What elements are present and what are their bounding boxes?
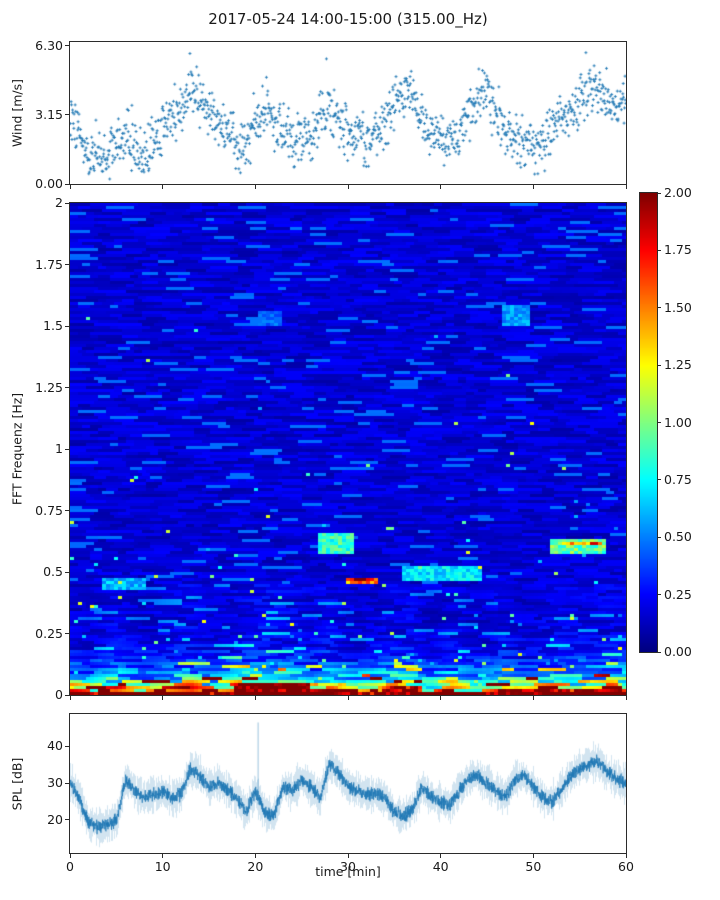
colorbar-tick-label: 0.75 xyxy=(664,471,692,487)
tick-mark xyxy=(254,185,256,189)
tick-mark xyxy=(65,202,69,204)
y-tick-label: 0.00 xyxy=(35,176,63,191)
colorbar-tick-label: 0.25 xyxy=(664,586,692,602)
colorbar-tick-label: 1.00 xyxy=(664,414,692,430)
tick-mark xyxy=(65,571,69,573)
y-tick-label: 1.75 xyxy=(35,256,63,272)
tick-mark xyxy=(625,696,627,700)
tick-mark xyxy=(440,696,442,700)
tick-mark xyxy=(657,651,661,653)
colorbar-tick-label: 2.00 xyxy=(664,185,692,200)
tick-mark xyxy=(657,536,661,538)
tick-mark xyxy=(65,114,69,116)
tick-mark xyxy=(65,782,69,784)
tick-mark xyxy=(440,854,442,858)
tick-mark xyxy=(657,307,661,309)
tick-mark xyxy=(69,854,71,858)
tick-mark xyxy=(65,745,69,747)
x-tick-label: 30 xyxy=(340,859,356,874)
tick-mark xyxy=(657,364,661,366)
x-tick-label: 10 xyxy=(154,859,171,874)
y-tick-label: 0.25 xyxy=(35,625,63,641)
tick-mark xyxy=(65,45,69,47)
wind-scatter-plot xyxy=(70,42,626,184)
tick-mark xyxy=(625,185,627,189)
tick-mark xyxy=(625,854,627,858)
fft-y-axis-label: FFT Frequenz [Hz] xyxy=(9,392,25,506)
y-tick-label: 6.30 xyxy=(35,37,63,53)
y-tick-label: 1.25 xyxy=(35,379,63,395)
y-tick-label: 20 xyxy=(47,811,63,827)
x-tick-label: 20 xyxy=(247,859,264,874)
tick-mark xyxy=(65,387,69,388)
tick-mark xyxy=(65,264,69,265)
spl-y-axis-label: SPL [dB] xyxy=(9,757,25,811)
wind-y-axis-label: Wind [m/s] xyxy=(9,78,25,148)
tick-mark xyxy=(347,185,349,189)
tick-mark xyxy=(657,594,661,596)
tick-mark xyxy=(532,854,534,858)
y-tick-label: 3.15 xyxy=(35,106,63,122)
y-tick-label: 2 xyxy=(55,195,63,210)
tick-mark xyxy=(254,854,256,858)
colorbar-tick-label: 1.75 xyxy=(664,242,692,258)
tick-mark xyxy=(65,633,69,634)
colorbar-tick-label: 1.50 xyxy=(664,299,692,315)
x-tick-label: 60 xyxy=(618,859,634,874)
spl-panel-frame xyxy=(69,713,627,854)
spectrogram-heatmap xyxy=(70,203,626,695)
tick-mark xyxy=(162,185,164,189)
y-tick-label: 0 xyxy=(55,687,63,702)
y-tick-label: 1.5 xyxy=(43,318,63,333)
tick-mark xyxy=(65,448,69,450)
figure-title: 2017-05-24 14:00-15:00 (315.00_Hz) xyxy=(208,10,488,28)
y-tick-label: 0.5 xyxy=(43,564,63,579)
tick-mark xyxy=(347,696,349,700)
y-tick-label: 40 xyxy=(47,738,63,754)
tick-mark xyxy=(532,185,534,189)
tick-mark xyxy=(440,185,442,189)
tick-mark xyxy=(65,819,69,821)
tick-mark xyxy=(65,183,69,185)
tick-mark xyxy=(69,185,71,189)
spectrogram-panel-frame xyxy=(69,202,627,696)
x-tick-label: 50 xyxy=(525,859,542,874)
y-tick-label: 1 xyxy=(55,441,63,456)
tick-mark xyxy=(254,696,256,700)
tick-mark xyxy=(657,249,661,251)
tick-mark xyxy=(69,696,71,700)
tick-mark xyxy=(347,854,349,858)
colorbar-tick-label: 1.25 xyxy=(664,357,692,373)
wind-panel-frame xyxy=(69,41,627,185)
spl-line-plot xyxy=(70,714,626,853)
tick-mark xyxy=(657,479,661,481)
tick-mark xyxy=(162,696,164,700)
colorbar-tick-label: 0.00 xyxy=(664,644,692,659)
tick-mark xyxy=(162,854,164,858)
time-x-axis-label: time [min] xyxy=(315,864,381,879)
y-tick-label: 30 xyxy=(47,775,63,791)
tick-mark xyxy=(657,422,661,423)
colorbar xyxy=(640,193,657,652)
colorbar-tick-label: 0.50 xyxy=(664,529,692,545)
tick-mark xyxy=(65,694,69,696)
tick-mark xyxy=(65,510,69,511)
x-tick-label: 0 xyxy=(66,859,74,874)
y-tick-label: 0.75 xyxy=(35,502,63,518)
x-tick-label: 40 xyxy=(432,859,449,874)
tick-mark xyxy=(657,192,661,194)
tick-mark xyxy=(65,325,69,327)
tick-mark xyxy=(532,696,534,700)
